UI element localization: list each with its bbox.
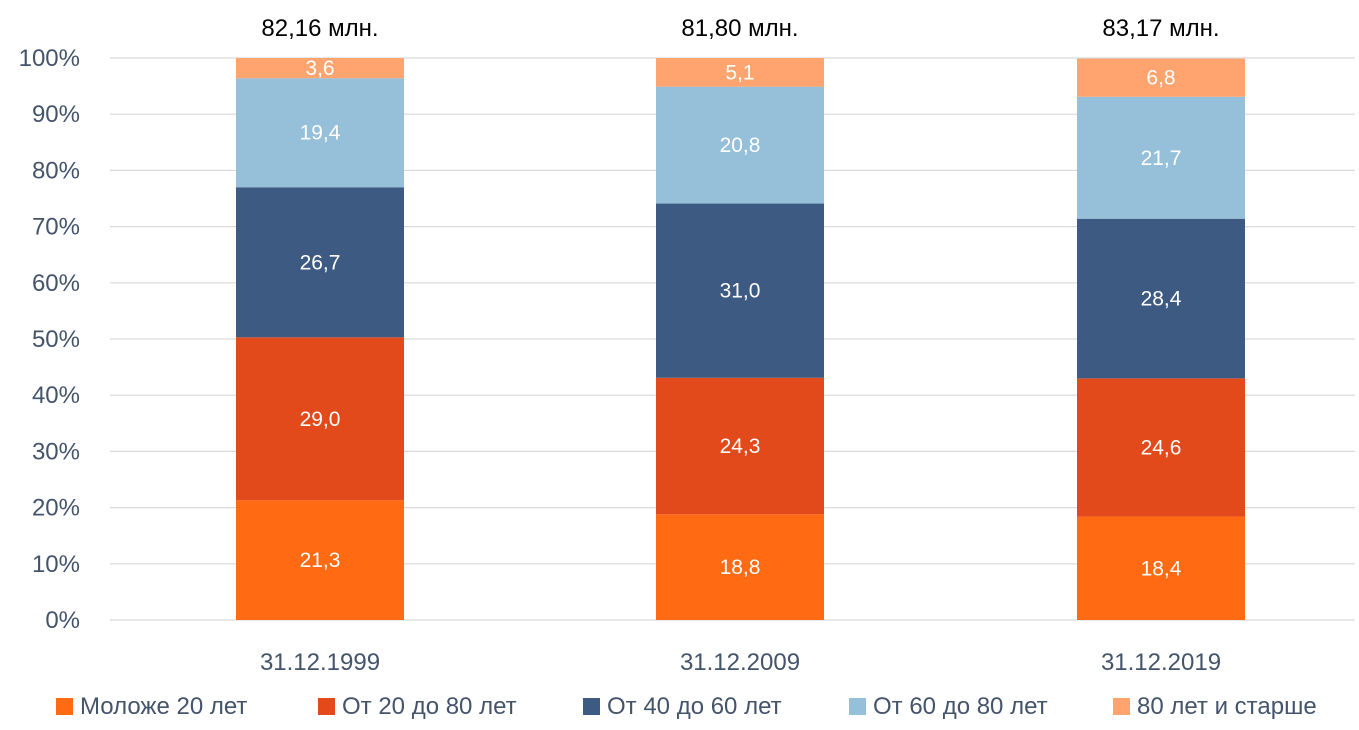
bar-segment	[236, 58, 404, 79]
data-label: 19,4	[300, 122, 341, 145]
legend-swatch	[849, 698, 866, 715]
data-label: 6,8	[1146, 67, 1175, 90]
data-label: 21,7	[1141, 147, 1182, 170]
bar-segment	[656, 203, 824, 378]
data-label: 31,0	[720, 280, 761, 303]
data-labels: 21,3 29,0 26,7 19,4 3,6 18,8 24,3 31,0 20,8 5,1 18…	[300, 57, 1182, 580]
legend-label: От 60 до 80 лет	[873, 693, 1048, 720]
x-tick-label: 31.12.2019	[1101, 649, 1221, 676]
legend-item: От 40 до 60 лет	[583, 693, 782, 720]
bars	[236, 58, 1245, 620]
data-label: 26,7	[300, 251, 341, 274]
legend-swatch	[1113, 698, 1130, 715]
data-label: 18,4	[1141, 557, 1182, 580]
bar-segment	[656, 86, 824, 204]
x-axis-ticks: 31.12.1999 31.12.2009 31.12.2019	[260, 649, 1221, 676]
legend-label: От 40 до 60 лет	[607, 693, 782, 720]
legend-item: Моложе 20 лет	[56, 693, 247, 720]
y-tick-label: 70%	[32, 214, 80, 241]
legend: Моложе 20 лет От 20 до 80 лет От 40 до 60 …	[56, 693, 1317, 720]
data-label: 24,6	[1141, 436, 1182, 459]
y-tick-label: 30%	[32, 438, 80, 465]
x-tick-label: 31.12.2009	[680, 649, 800, 676]
y-tick-label: 90%	[32, 101, 80, 128]
y-tick-label: 40%	[32, 382, 80, 409]
data-label: 20,8	[720, 134, 761, 157]
bar-segment	[236, 337, 404, 501]
y-tick-label: 60%	[32, 270, 80, 297]
data-label: 28,4	[1141, 288, 1182, 311]
legend-swatch	[583, 698, 600, 715]
bar-segment	[236, 78, 404, 188]
bar-segment	[1077, 378, 1245, 517]
y-tick-label: 100%	[19, 45, 80, 72]
legend-swatch	[56, 698, 73, 715]
legend-label: 80 лет и старше	[1137, 693, 1317, 720]
bar-segment	[656, 514, 824, 620]
data-label: 5,1	[725, 61, 754, 84]
data-label: 3,6	[305, 57, 334, 80]
bar-total-label: 81,80 млн.	[681, 15, 798, 42]
bar-segment	[1077, 218, 1245, 379]
x-tick-label: 31.12.1999	[260, 649, 380, 676]
legend-label: Моложе 20 лет	[80, 693, 247, 720]
legend-label: От 20 до 80 лет	[342, 693, 517, 720]
data-label: 29,0	[300, 408, 341, 431]
bar-segment	[236, 500, 404, 620]
bar-segment	[236, 187, 404, 338]
y-tick-label: 0%	[45, 607, 80, 634]
y-tick-label: 10%	[32, 551, 80, 578]
y-tick-label: 50%	[32, 326, 80, 353]
bar-segment	[656, 58, 824, 87]
bar-segment	[1077, 516, 1245, 620]
data-label: 24,3	[720, 435, 761, 458]
legend-item: 80 лет и старше	[1113, 693, 1317, 720]
y-tick-label: 20%	[32, 495, 80, 522]
bar-segment	[1077, 96, 1245, 219]
legend-item: От 60 до 80 лет	[849, 693, 1048, 720]
bar-total-label: 83,17 млн.	[1102, 15, 1219, 42]
bar-totals: 82,16 млн. 81,80 млн. 83,17 млн.	[261, 15, 1219, 42]
bar-segment	[1077, 58, 1245, 97]
bar-total-label: 82,16 млн.	[261, 15, 378, 42]
legend-item: От 20 до 80 лет	[318, 693, 517, 720]
legend-swatch	[318, 698, 335, 715]
y-axis-ticks: 0% 10% 20% 30% 40% 50% 60% 70% 80% 90% 100%	[19, 45, 80, 634]
data-label: 21,3	[300, 549, 341, 572]
data-label: 18,8	[720, 556, 761, 579]
bar-segment	[656, 377, 824, 515]
y-tick-label: 80%	[32, 157, 80, 184]
